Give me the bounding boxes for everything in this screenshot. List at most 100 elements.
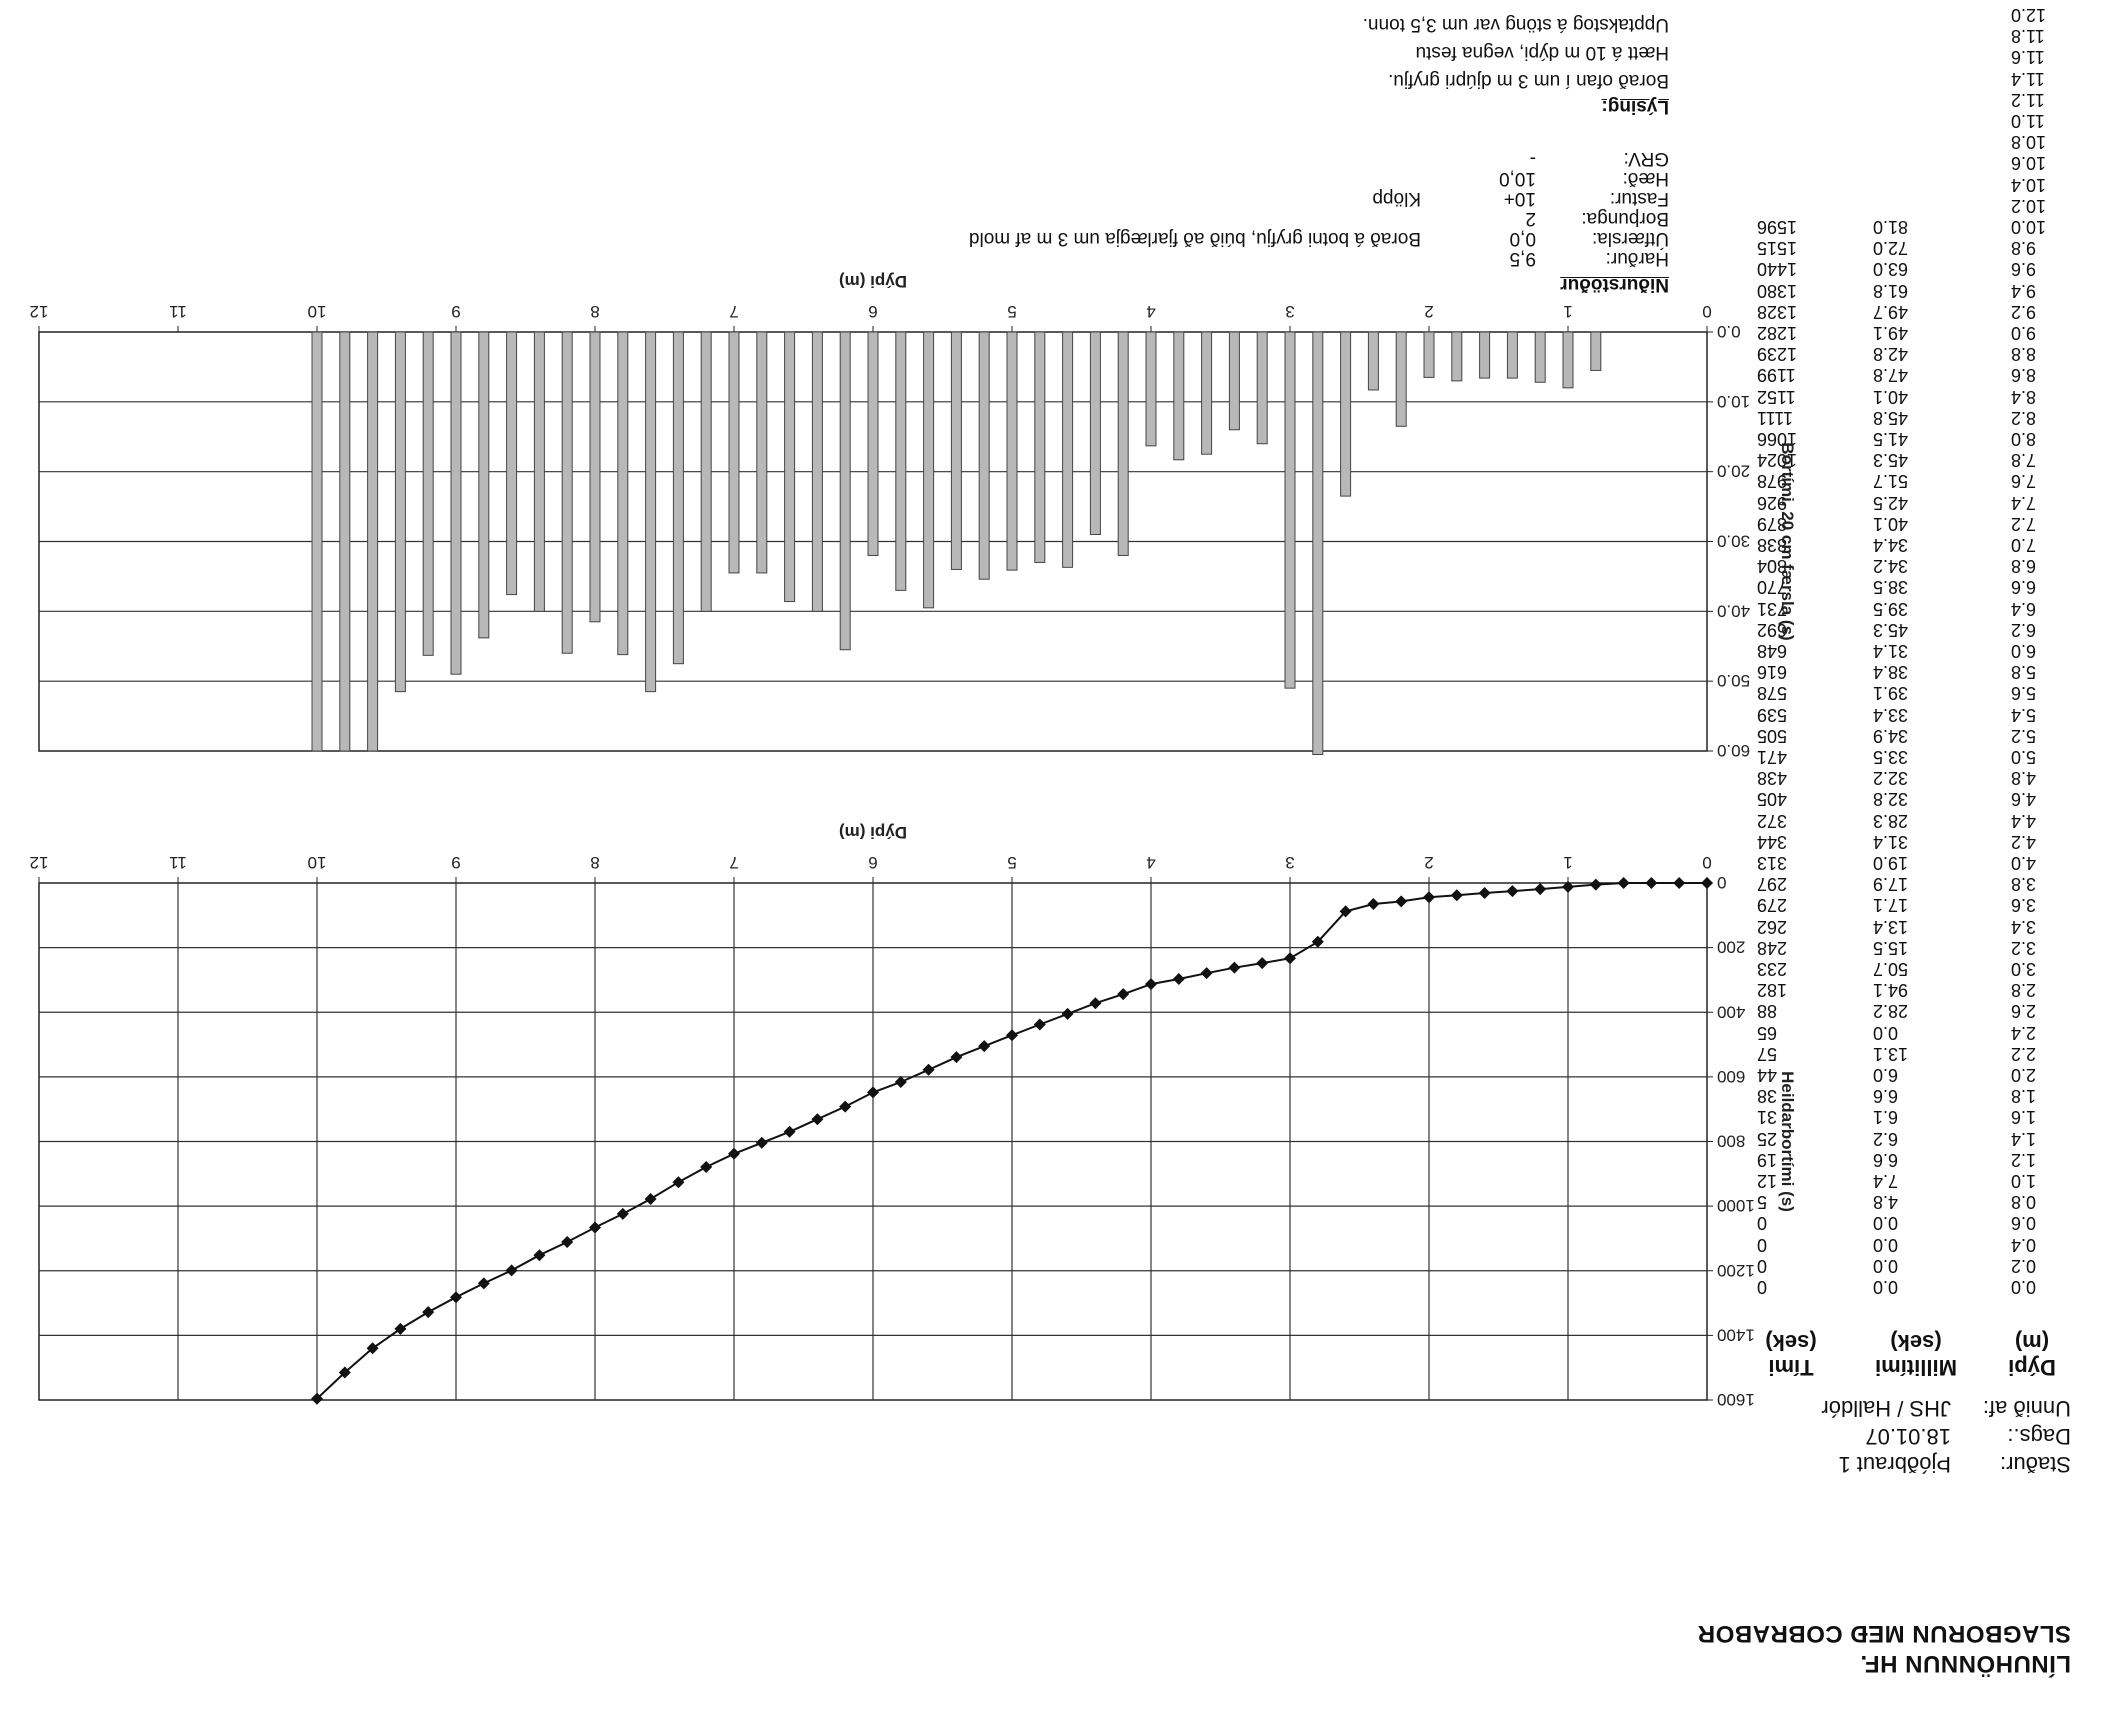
data-point	[1562, 880, 1574, 893]
bar	[923, 331, 935, 609]
bar	[672, 331, 684, 665]
bar	[1228, 331, 1240, 431]
data-point	[1033, 1018, 1046, 1031]
bar	[367, 331, 379, 752]
bar	[533, 331, 545, 612]
data-point	[1089, 997, 1102, 1010]
data-point	[1256, 957, 1269, 970]
x-tick-label: 2	[1424, 302, 1433, 321]
bar	[1423, 331, 1435, 378]
bar	[1117, 331, 1129, 556]
bar	[728, 331, 740, 574]
x-tick-label: 12	[30, 302, 49, 321]
x-tick-label: 7	[729, 853, 738, 872]
x-tick-label: 3	[1285, 302, 1294, 321]
bar	[450, 331, 462, 675]
x-tick-label: 8	[590, 302, 599, 321]
y-axis-label: Bortími, 20 cm færsla (s)	[1778, 442, 1797, 640]
data-point	[366, 1342, 379, 1355]
data-point	[1228, 961, 1241, 974]
x-tick-label: 1	[1563, 302, 1572, 321]
data-point	[1395, 895, 1408, 908]
y-axis-label: Heildarbortími (s)	[1778, 1071, 1797, 1212]
bar	[1256, 331, 1268, 445]
y-tick-label: 0.0	[1717, 322, 1741, 341]
y-tick-label: 600	[1717, 1067, 1745, 1086]
x-tick-label: 11	[169, 302, 187, 321]
data-point	[505, 1264, 518, 1277]
y-tick-label: 20.0	[1717, 462, 1750, 481]
bar	[1367, 331, 1379, 391]
data-point	[1339, 905, 1352, 918]
bar	[1034, 331, 1046, 563]
x-axis-label: Dýpi (m)	[839, 823, 907, 842]
x-tick-label: 0	[1702, 302, 1711, 321]
x-tick-label: 4	[1146, 302, 1155, 321]
y-tick-label: 800	[1717, 1132, 1745, 1151]
data-point	[839, 1100, 852, 1113]
data-point	[1006, 1029, 1018, 1042]
data-point	[1701, 877, 1713, 889]
data-point	[450, 1291, 462, 1304]
y-tick-label: 30.0	[1717, 532, 1750, 551]
data-point	[561, 1235, 574, 1248]
bar	[645, 331, 657, 693]
bar	[1562, 331, 1574, 389]
y-tick-label: 1600	[1717, 1390, 1755, 1409]
data-point	[728, 1147, 740, 1160]
bar	[1284, 331, 1296, 689]
data-point	[338, 1366, 351, 1379]
data-point	[1673, 877, 1686, 889]
bar	[589, 331, 601, 623]
x-tick-label: 2	[1424, 853, 1433, 872]
x-tick-label: 5	[1007, 302, 1016, 321]
bar	[950, 331, 962, 570]
x-tick-label: 11	[169, 853, 187, 872]
bar	[617, 331, 629, 656]
bar	[811, 331, 823, 612]
bar	[839, 331, 851, 651]
data-point	[422, 1306, 435, 1319]
y-tick-label: 1000	[1717, 1196, 1755, 1215]
x-tick-label: 8	[590, 853, 599, 872]
data-point	[978, 1040, 991, 1053]
y-tick-label: 200	[1717, 938, 1745, 957]
x-axis-label: Dýpi (m)	[839, 272, 907, 291]
data-point	[1284, 952, 1296, 965]
data-point	[1061, 1007, 1074, 1020]
bar	[1590, 331, 1602, 371]
bar	[506, 331, 518, 596]
y-tick-label: 50.0	[1717, 671, 1750, 690]
data-point	[1172, 972, 1185, 985]
bar	[978, 331, 990, 580]
data-point	[700, 1161, 713, 1174]
data-point	[1367, 898, 1380, 911]
data-point	[644, 1193, 657, 1206]
bar	[1451, 331, 1463, 382]
x-tick-label: 10	[308, 302, 327, 321]
bar	[1145, 331, 1157, 447]
bar	[756, 331, 768, 574]
data-point	[477, 1277, 490, 1290]
data-point	[589, 1221, 601, 1234]
x-tick-label: 10	[308, 853, 327, 872]
x-tick-label: 6	[868, 302, 877, 321]
y-tick-label: 1200	[1717, 1261, 1755, 1280]
bar	[1173, 331, 1185, 461]
bar	[1479, 331, 1491, 379]
bar	[561, 331, 573, 654]
bar	[1201, 331, 1213, 455]
x-tick-label: 0	[1702, 853, 1711, 872]
bar	[1312, 331, 1324, 755]
data-point	[1145, 978, 1157, 991]
data-point	[1450, 889, 1463, 902]
bar	[895, 331, 907, 591]
data-point	[1311, 935, 1324, 948]
bar	[478, 331, 490, 639]
data-point	[1506, 885, 1519, 898]
x-tick-label: 9	[451, 853, 460, 872]
x-tick-label: 9	[451, 302, 460, 321]
data-point	[783, 1125, 796, 1138]
x-tick-label: 4	[1146, 853, 1155, 872]
